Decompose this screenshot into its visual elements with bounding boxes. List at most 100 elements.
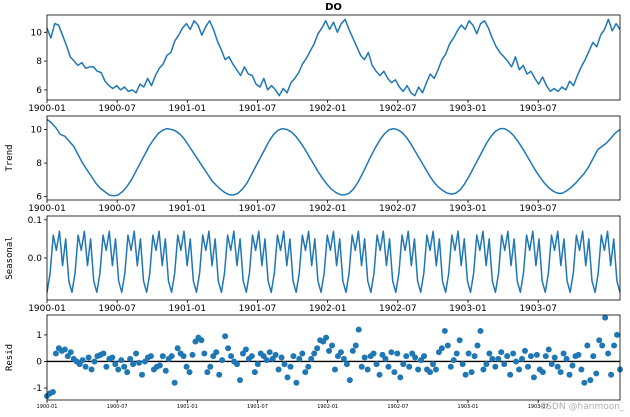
axes-frame [46, 314, 621, 401]
x-tick-label: 1902-07 [379, 304, 417, 314]
resid-point [560, 350, 567, 357]
panel-3: 0.0 0.1 1900-01 1900-07 1901-01 1901-07 1902-0… [5, 215, 621, 314]
axes-frame [46, 215, 621, 301]
resid-point [551, 354, 558, 361]
resid-point [599, 342, 606, 349]
resid-point [308, 355, 315, 362]
resid-point [394, 350, 401, 357]
resid-point [331, 366, 338, 373]
x-tick-label: 1903-07 [519, 104, 557, 114]
resid-point [388, 349, 395, 356]
y-tick-label: 0 [36, 357, 42, 367]
resid-point [521, 347, 528, 354]
resid-point [234, 361, 241, 368]
panel-4: -1 0 1 1900-01 1900-07 1901-01 1901-07 1902-01 1… [5, 314, 623, 410]
x-tick-label: 1901-07 [239, 204, 277, 214]
resid-point [216, 371, 223, 378]
resid-point [465, 350, 472, 357]
resid-point [343, 361, 350, 368]
series-line-seasonal [46, 230, 621, 294]
resid-point [364, 366, 371, 373]
resid-point [575, 351, 582, 358]
x-tick-label: 1902-01 [309, 204, 347, 214]
resid-point [67, 349, 74, 356]
resid-point [204, 369, 211, 376]
resid-point [278, 354, 285, 361]
resid-point [519, 355, 526, 362]
resid-point [513, 358, 520, 365]
x-tick-label: 1900-01 [37, 404, 58, 410]
axes-frame [46, 14, 621, 101]
resid-point [254, 361, 261, 368]
y-tick-label: 10 [31, 125, 43, 135]
y-tick-label: 8 [36, 57, 42, 67]
resid-point [611, 342, 618, 349]
resid-point [287, 363, 294, 370]
x-tick-label: 1900-01 [28, 204, 66, 214]
resid-point [171, 379, 178, 386]
x-tick-label: 1903-01 [449, 104, 487, 114]
resid-point [602, 314, 609, 321]
x-tick-label: 1903-07 [519, 304, 557, 314]
resid-point [162, 367, 169, 374]
resid-point [483, 361, 490, 368]
resid-point [314, 345, 321, 352]
resid-point [147, 353, 154, 360]
resid-point [489, 355, 496, 362]
y-tick-label: -1 [33, 384, 42, 394]
resid-point [121, 363, 128, 370]
resid-point [584, 342, 591, 349]
resid-point [52, 350, 59, 357]
resid-point [447, 363, 454, 370]
resid-point [545, 346, 552, 353]
resid-point [370, 350, 377, 357]
resid-point [355, 326, 362, 333]
axes-frame [46, 115, 621, 201]
resid-point [219, 357, 226, 364]
resid-point [438, 345, 445, 352]
resid-point [139, 371, 146, 378]
resid-point [450, 357, 457, 364]
resid-point [507, 371, 514, 378]
series-line-do [46, 18, 621, 97]
resid-point [432, 366, 439, 373]
resid-point [159, 353, 166, 360]
resid-point [299, 350, 306, 357]
x-tick-label: 1901-01 [169, 104, 207, 114]
resid-point [156, 362, 163, 369]
x-tick-label: 1902-01 [309, 304, 347, 314]
y-axis-label: Seasonal [5, 236, 15, 279]
x-tick-label: 1903-07 [519, 204, 557, 214]
resid-point [228, 353, 235, 360]
resid-point [251, 369, 258, 376]
resid-point [293, 379, 300, 386]
resid-point [82, 363, 89, 370]
y-tick-label: 6 [36, 193, 42, 203]
resid-point [242, 346, 249, 353]
resid-point [471, 353, 478, 360]
resid-point [539, 369, 546, 376]
resid-point [373, 361, 380, 368]
resid-point [563, 355, 570, 362]
x-tick-label: 1901-07 [239, 104, 277, 114]
resid-point [305, 363, 312, 370]
resid-point [397, 374, 404, 381]
resid-point [118, 357, 125, 364]
resid-point [349, 347, 356, 354]
y-axis-label: Trend [5, 144, 15, 171]
resid-point [296, 355, 303, 362]
resid-point [480, 366, 487, 373]
resid-point [180, 353, 187, 360]
resid-point [501, 361, 508, 368]
x-tick-label: 1900-01 [28, 304, 66, 314]
resid-point [498, 349, 505, 356]
resid-point [533, 351, 540, 358]
resid-point [474, 342, 481, 349]
resid-point [486, 350, 493, 357]
y-tick-label: 10 [31, 28, 43, 38]
resid-point [49, 389, 56, 396]
resid-point [352, 342, 359, 349]
resid-point [495, 355, 502, 362]
resid-point [130, 361, 137, 368]
